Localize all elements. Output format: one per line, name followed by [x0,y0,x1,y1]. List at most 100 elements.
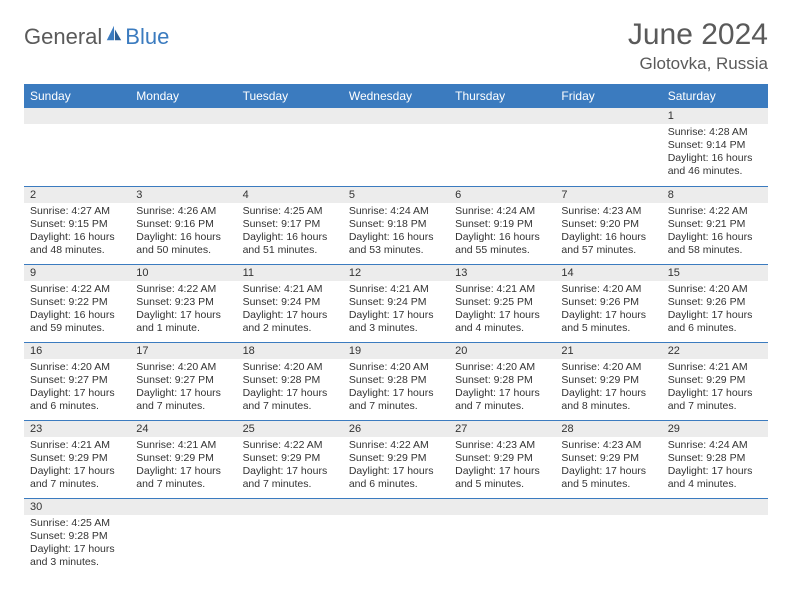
day-number: 3 [130,187,236,203]
daylight-text: Daylight: 16 hours and 50 minutes. [136,231,230,257]
day-details [555,515,661,571]
calendar-day-cell: 27Sunrise: 4:23 AMSunset: 9:29 PMDayligh… [449,420,555,498]
daylight-text: Daylight: 17 hours and 7 minutes. [30,465,124,491]
daylight-text: Daylight: 17 hours and 5 minutes. [455,465,549,491]
day-details: Sunrise: 4:20 AMSunset: 9:28 PMDaylight:… [343,359,449,418]
calendar-day-cell: 19Sunrise: 4:20 AMSunset: 9:28 PMDayligh… [343,342,449,420]
sunset-text: Sunset: 9:20 PM [561,218,655,231]
logo: General Blue [24,24,169,50]
day-number: 28 [555,421,661,437]
sunset-text: Sunset: 9:29 PM [136,452,230,465]
day-number: 19 [343,343,449,359]
sunrise-text: Sunrise: 4:21 AM [455,283,549,296]
day-number [343,499,449,515]
day-number: 10 [130,265,236,281]
day-details: Sunrise: 4:22 AMSunset: 9:22 PMDaylight:… [24,281,130,340]
day-number: 24 [130,421,236,437]
sunrise-text: Sunrise: 4:23 AM [561,205,655,218]
daylight-text: Daylight: 16 hours and 55 minutes. [455,231,549,257]
sunset-text: Sunset: 9:22 PM [30,296,124,309]
calendar-day-cell: 1Sunrise: 4:28 AMSunset: 9:14 PMDaylight… [662,108,768,186]
day-details [449,515,555,571]
sunrise-text: Sunrise: 4:22 AM [349,439,443,452]
day-details: Sunrise: 4:20 AMSunset: 9:28 PMDaylight:… [449,359,555,418]
calendar-day-cell [662,498,768,576]
sunrise-text: Sunrise: 4:22 AM [243,439,337,452]
weekday-header-row: Sunday Monday Tuesday Wednesday Thursday… [24,84,768,108]
calendar-day-cell [449,108,555,186]
daylight-text: Daylight: 17 hours and 8 minutes. [561,387,655,413]
sunset-text: Sunset: 9:17 PM [243,218,337,231]
calendar-day-cell: 29Sunrise: 4:24 AMSunset: 9:28 PMDayligh… [662,420,768,498]
calendar-day-cell: 22Sunrise: 4:21 AMSunset: 9:29 PMDayligh… [662,342,768,420]
calendar-day-cell [343,498,449,576]
daylight-text: Daylight: 16 hours and 59 minutes. [30,309,124,335]
calendar-day-cell [555,108,661,186]
calendar-day-cell [343,108,449,186]
sunset-text: Sunset: 9:23 PM [136,296,230,309]
calendar-day-cell: 23Sunrise: 4:21 AMSunset: 9:29 PMDayligh… [24,420,130,498]
day-details [555,124,661,180]
day-number: 2 [24,187,130,203]
day-details: Sunrise: 4:20 AMSunset: 9:29 PMDaylight:… [555,359,661,418]
weekday-header: Monday [130,84,236,108]
daylight-text: Daylight: 17 hours and 7 minutes. [455,387,549,413]
calendar-day-cell: 10Sunrise: 4:22 AMSunset: 9:23 PMDayligh… [130,264,236,342]
sail-icon [105,24,123,42]
day-details: Sunrise: 4:27 AMSunset: 9:15 PMDaylight:… [24,203,130,262]
sunrise-text: Sunrise: 4:24 AM [349,205,443,218]
day-number: 18 [237,343,343,359]
day-number [237,108,343,124]
sunset-text: Sunset: 9:15 PM [30,218,124,231]
daylight-text: Daylight: 16 hours and 53 minutes. [349,231,443,257]
weekday-header: Tuesday [237,84,343,108]
calendar-day-cell [237,108,343,186]
day-number [449,499,555,515]
calendar-day-cell [130,498,236,576]
calendar-day-cell [555,498,661,576]
calendar-day-cell [237,498,343,576]
day-number: 20 [449,343,555,359]
day-number [130,108,236,124]
sunset-text: Sunset: 9:28 PM [668,452,762,465]
day-number: 23 [24,421,130,437]
calendar-week-row: 23Sunrise: 4:21 AMSunset: 9:29 PMDayligh… [24,420,768,498]
calendar-week-row: 2Sunrise: 4:27 AMSunset: 9:15 PMDaylight… [24,186,768,264]
day-number: 22 [662,343,768,359]
day-details [343,124,449,180]
daylight-text: Daylight: 17 hours and 7 minutes. [243,387,337,413]
sunset-text: Sunset: 9:16 PM [136,218,230,231]
day-details [130,515,236,571]
day-details: Sunrise: 4:24 AMSunset: 9:28 PMDaylight:… [662,437,768,496]
day-number [555,108,661,124]
sunset-text: Sunset: 9:26 PM [561,296,655,309]
calendar-day-cell: 24Sunrise: 4:21 AMSunset: 9:29 PMDayligh… [130,420,236,498]
sunrise-text: Sunrise: 4:28 AM [668,126,762,139]
day-number [24,108,130,124]
daylight-text: Daylight: 17 hours and 5 minutes. [561,309,655,335]
day-number [555,499,661,515]
sunrise-text: Sunrise: 4:24 AM [668,439,762,452]
day-details: Sunrise: 4:20 AMSunset: 9:26 PMDaylight:… [662,281,768,340]
calendar-day-cell: 14Sunrise: 4:20 AMSunset: 9:26 PMDayligh… [555,264,661,342]
day-details [24,124,130,180]
day-number: 17 [130,343,236,359]
sunset-text: Sunset: 9:14 PM [668,139,762,152]
day-number: 11 [237,265,343,281]
sunrise-text: Sunrise: 4:22 AM [136,283,230,296]
day-details: Sunrise: 4:22 AMSunset: 9:23 PMDaylight:… [130,281,236,340]
day-number [237,499,343,515]
calendar-day-cell: 25Sunrise: 4:22 AMSunset: 9:29 PMDayligh… [237,420,343,498]
day-number [449,108,555,124]
day-number: 15 [662,265,768,281]
daylight-text: Daylight: 16 hours and 58 minutes. [668,231,762,257]
day-details: Sunrise: 4:21 AMSunset: 9:29 PMDaylight:… [24,437,130,496]
sunset-text: Sunset: 9:29 PM [455,452,549,465]
day-details [237,124,343,180]
calendar-day-cell: 3Sunrise: 4:26 AMSunset: 9:16 PMDaylight… [130,186,236,264]
day-number [343,108,449,124]
calendar-day-cell: 13Sunrise: 4:21 AMSunset: 9:25 PMDayligh… [449,264,555,342]
header: General Blue June 2024 Glotovka, Russia [24,18,768,74]
day-number: 14 [555,265,661,281]
day-number: 5 [343,187,449,203]
